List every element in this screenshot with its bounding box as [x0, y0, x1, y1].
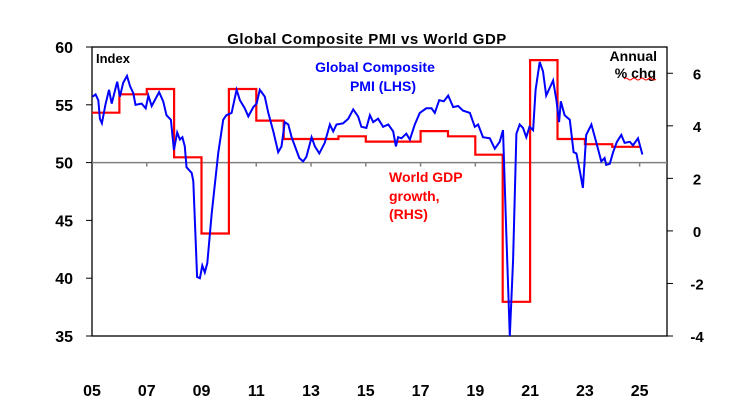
- x-tick-label: 25: [631, 383, 649, 400]
- right-axis-label-line2: % chg: [615, 65, 656, 81]
- x-tick-label: 15: [357, 383, 375, 400]
- right-tick-label: 6: [693, 66, 701, 83]
- x-tick-label: 05: [83, 383, 101, 400]
- pmi-series-label-line1: Global Composite: [315, 59, 435, 75]
- left-axis-label: Index: [96, 51, 131, 66]
- right-tick-label: 0: [693, 224, 701, 241]
- gdp-series-label-line2: growth,: [389, 188, 440, 204]
- right-tick-label: 2: [693, 171, 701, 188]
- left-tick-label: 55: [55, 98, 73, 115]
- x-tick-label: 19: [466, 383, 484, 400]
- pmi-series-line: [91, 61, 644, 337]
- spellcheck-underline: [623, 77, 657, 81]
- left-tick-label: 40: [55, 271, 73, 288]
- right-tick-label: -4: [690, 329, 704, 346]
- left-tick-label: 35: [55, 329, 73, 346]
- right-axis-label-line1: Annual: [610, 48, 657, 64]
- x-tick-label: 23: [576, 383, 594, 400]
- plot-frame: [91, 46, 668, 337]
- x-tick-label: 09: [193, 383, 211, 400]
- x-tick-label: 11: [248, 383, 265, 400]
- gdp-series-label-line1: World GDP: [389, 169, 463, 185]
- x-tick-label: 13: [302, 383, 320, 400]
- right-axis: -4 -2 0 2 4 6: [667, 66, 704, 346]
- left-axis: 35 40 45 50 55 60: [55, 40, 92, 346]
- x-axis: 05 07 09 11 13 15 17 19 21 23 25: [83, 161, 667, 400]
- x-tick-label: 07: [138, 383, 156, 400]
- right-tick-label: 4: [693, 119, 702, 136]
- pmi-series-label-line2: PMI (LHS): [350, 78, 416, 94]
- chart-title: Global Composite PMI vs World GDP: [227, 31, 507, 48]
- gdp-series-label-line3: (RHS): [389, 206, 428, 222]
- left-tick-label: 60: [55, 40, 73, 57]
- gdp-series-line: [92, 59, 640, 303]
- left-tick-label: 50: [55, 156, 73, 173]
- right-tick-label: -2: [690, 276, 703, 293]
- left-tick-label: 45: [55, 213, 73, 230]
- x-tick-label: 17: [412, 383, 430, 400]
- x-tick-label: 21: [521, 383, 539, 400]
